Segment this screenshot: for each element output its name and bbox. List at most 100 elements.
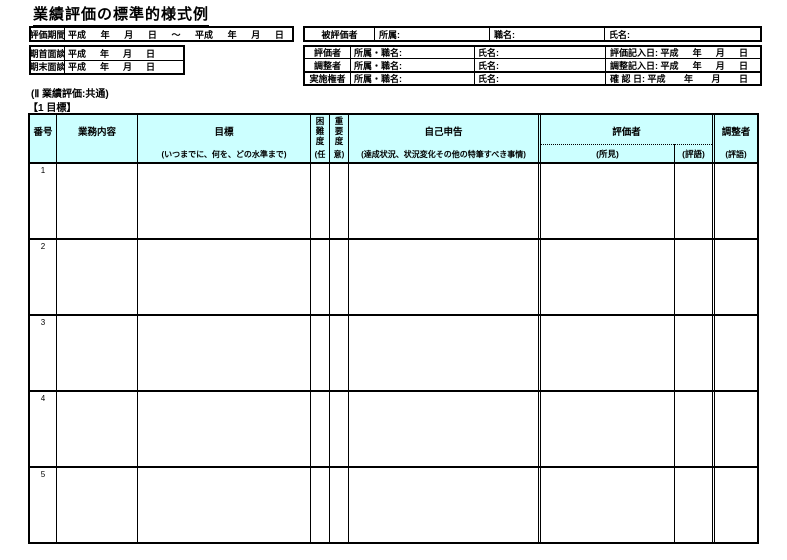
evaluatee-jobtitle-field: 職名: bbox=[489, 28, 604, 40]
cell-number: 2 bbox=[40, 242, 46, 251]
year-label: 年 bbox=[100, 29, 110, 40]
cell-number: 4 bbox=[40, 394, 46, 403]
cell-self-report bbox=[348, 316, 538, 390]
cell-evaluator-findings bbox=[538, 468, 674, 542]
evaluator-name-field: 氏名: bbox=[474, 47, 605, 59]
date-entry-label: 評価記入日: 平成 bbox=[610, 48, 679, 59]
cell-adjuster-grade bbox=[712, 316, 757, 390]
cell-goal bbox=[137, 316, 310, 390]
evaluation-period-value: 平成 年 月 日 ～ 平成 年 月 日 bbox=[65, 28, 292, 40]
cell-goal bbox=[137, 164, 310, 238]
goal-row: 2 bbox=[30, 238, 757, 314]
day-label: 日 bbox=[274, 29, 284, 40]
day-label: 日 bbox=[147, 29, 157, 40]
day-label: 日 bbox=[738, 73, 748, 84]
cell-number: 3 bbox=[40, 318, 46, 327]
cell-evaluator-grade bbox=[674, 240, 712, 314]
cell-evaluator-grade bbox=[674, 468, 712, 542]
implementer-name-field: 氏名: bbox=[474, 72, 605, 84]
goal-row: 1 bbox=[30, 162, 757, 238]
header-number: 番号 bbox=[33, 127, 53, 138]
adjuster-name-field: 氏名: bbox=[474, 59, 605, 71]
adjuster-date-field: 調整記入日: 平成 年 月 日 bbox=[605, 59, 760, 71]
goal-row: 3 bbox=[30, 314, 757, 390]
evaluation-period-table: 評価期間 平成 年 月 日 ～ 平成 年 月 日 bbox=[29, 26, 294, 42]
roles-table: 評価者 所属・職名: 氏名: 評価記入日: 平成 年 月 日 調整者 所属・職名… bbox=[303, 45, 762, 86]
last-meeting-date: 平成 年 月 日 bbox=[65, 61, 183, 74]
cell-adjuster-grade bbox=[712, 164, 757, 238]
goal-row: 4 bbox=[30, 390, 757, 466]
month-label: 月 bbox=[122, 48, 132, 59]
header-evaluator-group: 評価者 (所見) (評語) bbox=[538, 115, 712, 162]
month-label: 月 bbox=[711, 73, 721, 84]
year-label: 年 bbox=[692, 48, 702, 59]
evaluation-period-label: 評価期間 bbox=[31, 28, 65, 40]
day-label: 日 bbox=[145, 62, 155, 73]
year-label: 年 bbox=[683, 73, 693, 84]
header-evaluator-grade: (評語) bbox=[682, 149, 705, 159]
cell-evaluator-grade bbox=[674, 164, 712, 238]
last-meeting-row: 期末面談 平成 年 月 日 bbox=[31, 59, 183, 74]
cell-work-content bbox=[56, 392, 137, 466]
day-label: 日 bbox=[738, 60, 748, 71]
era-label: 平成 bbox=[68, 48, 87, 59]
cell-self-report bbox=[348, 392, 538, 466]
page-title: 業績評価の標準的様式例 bbox=[33, 3, 210, 27]
cell-evaluator-findings bbox=[538, 392, 674, 466]
header-self-report: 自己申告 (達成状況、状況変化その他の特筆すべき事情) bbox=[348, 115, 538, 162]
date-entry-label: 調整記入日: 平成 bbox=[610, 60, 679, 71]
cell-importance bbox=[329, 392, 348, 466]
goal-row: 5 bbox=[30, 466, 757, 542]
vertical-divider bbox=[674, 144, 675, 162]
cell-goal bbox=[137, 468, 310, 542]
subsection-heading: 【1 目標】 bbox=[28, 103, 77, 114]
implementer-row: 実施権者 所属・職名: 氏名: 確 認 日: 平成 年 月 日 bbox=[305, 70, 760, 84]
header-goal: 目標 (いつまでに、何を、どの水準まで) bbox=[137, 115, 310, 162]
era-label: 平成 bbox=[195, 29, 214, 40]
cell-self-report bbox=[348, 240, 538, 314]
year-label: 年 bbox=[99, 62, 109, 73]
adjuster-role-label: 調整者 bbox=[313, 60, 341, 71]
implementer-date-field: 確 認 日: 平成 年 月 日 bbox=[605, 72, 760, 84]
implementer-affiliation-field: 所属・職名: bbox=[350, 72, 474, 84]
cell-number: 5 bbox=[40, 470, 46, 479]
evaluator-affiliation-field: 所属・職名: bbox=[350, 47, 474, 59]
year-label: 年 bbox=[692, 60, 702, 71]
cell-self-report bbox=[348, 164, 538, 238]
day-label: 日 bbox=[738, 48, 748, 59]
adjuster-row: 調整者 所属・職名: 氏名: 調整記入日: 平成 年 月 日 bbox=[305, 58, 760, 71]
cell-work-content bbox=[56, 468, 137, 542]
era-label: 平成 bbox=[68, 29, 87, 40]
cell-evaluator-grade bbox=[674, 392, 712, 466]
cell-difficulty bbox=[310, 240, 329, 314]
cell-adjuster-grade bbox=[712, 468, 757, 542]
cell-adjuster-grade bbox=[712, 240, 757, 314]
goal-table-header: 番号 業務内容 目標 (いつまでに、何を、どの水準まで) 困難度 (任 重要度 … bbox=[30, 115, 757, 162]
month-label: 月 bbox=[251, 29, 261, 40]
month-label: 月 bbox=[124, 29, 134, 40]
cell-evaluator-findings bbox=[538, 164, 674, 238]
implementer-role-label: 実施権者 bbox=[309, 73, 346, 84]
cell-goal bbox=[137, 240, 310, 314]
cell-importance bbox=[329, 468, 348, 542]
cell-difficulty bbox=[310, 392, 329, 466]
cell-evaluator-grade bbox=[674, 316, 712, 390]
evaluator-date-field: 評価記入日: 平成 年 月 日 bbox=[605, 47, 760, 59]
evaluator-row: 評価者 所属・職名: 氏名: 評価記入日: 平成 年 月 日 bbox=[305, 47, 760, 59]
goal-table: 番号 業務内容 目標 (いつまでに、何を、どの水準まで) 困難度 (任 重要度 … bbox=[28, 113, 759, 544]
cell-work-content bbox=[56, 164, 137, 238]
dotted-divider bbox=[541, 144, 712, 145]
last-meeting-label: 期末面談 bbox=[31, 60, 65, 73]
first-meeting-label: 期首面談 bbox=[31, 47, 65, 60]
month-label: 月 bbox=[715, 60, 725, 71]
first-meeting-date: 平成 年 月 日 bbox=[65, 47, 183, 60]
first-meeting-row: 期首面談 平成 年 月 日 bbox=[31, 47, 183, 60]
header-evaluator-findings: (所見) bbox=[596, 149, 619, 159]
header-work-content: 業務内容 bbox=[56, 115, 137, 162]
cell-importance bbox=[329, 164, 348, 238]
cell-difficulty bbox=[310, 316, 329, 390]
cell-goal bbox=[137, 392, 310, 466]
adjuster-affiliation-field: 所属・職名: bbox=[350, 59, 474, 71]
year-label: 年 bbox=[227, 29, 237, 40]
section-heading: (Ⅱ 業績評価:共通) bbox=[31, 89, 109, 100]
